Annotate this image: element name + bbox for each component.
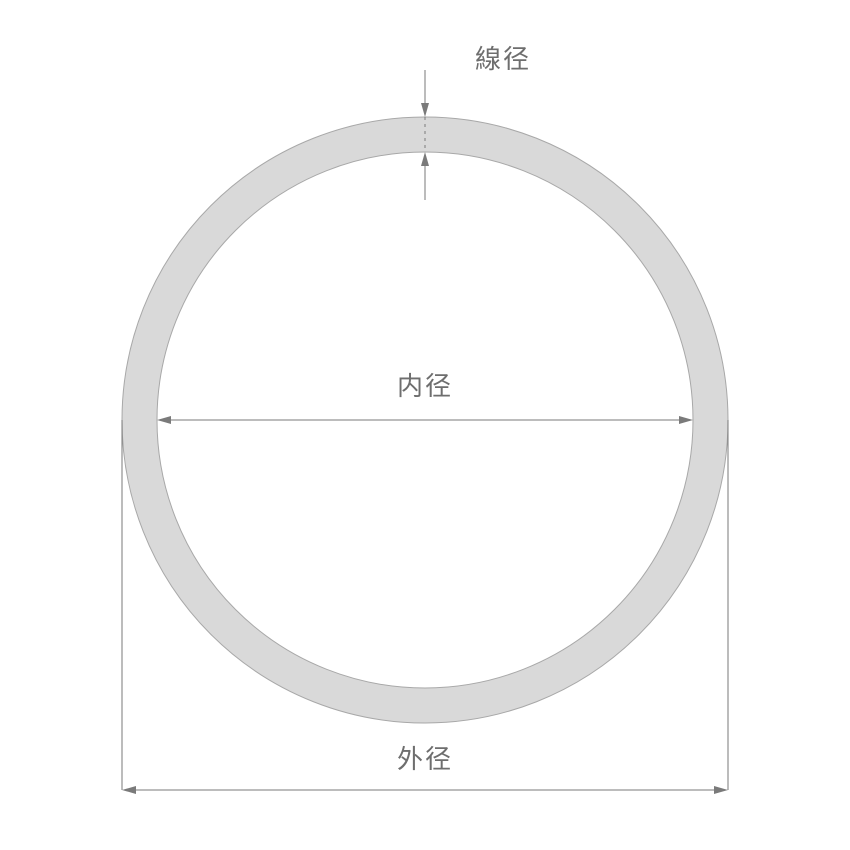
outer-dim-arrow-right [714, 786, 728, 794]
ring-dimension-diagram: 内径 外径 線径 [0, 0, 850, 850]
outer-diameter-dim: 外径 [122, 744, 728, 794]
wire-diameter-label: 線径 [475, 44, 531, 74]
wire-dim-arrow-down [421, 103, 429, 117]
outer-dim-arrow-left [122, 786, 136, 794]
outer-diameter-label: 外径 [397, 744, 453, 774]
inner-diameter-label: 内径 [397, 371, 453, 401]
